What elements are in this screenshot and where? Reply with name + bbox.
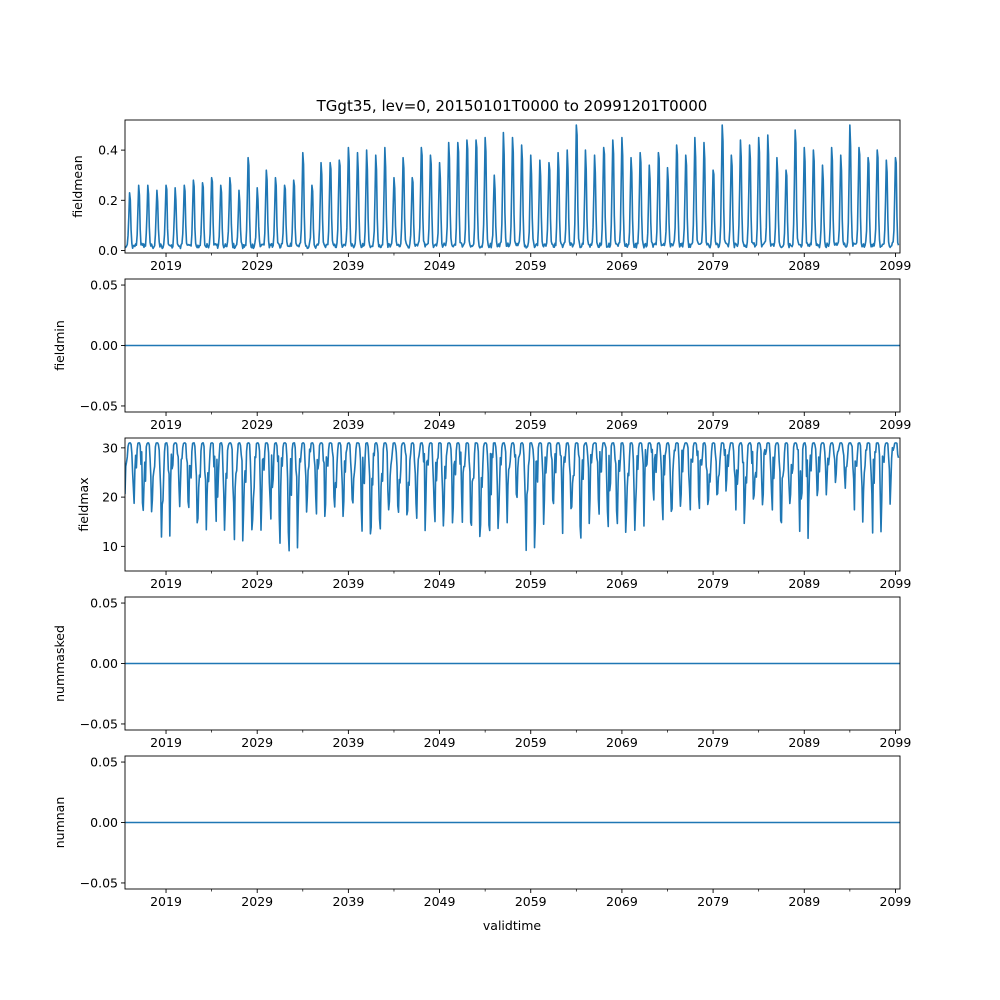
x-tick-label: 2039 <box>332 735 364 750</box>
y-tick-label: 0.05 <box>90 278 118 293</box>
x-tick-label: 2019 <box>150 258 182 273</box>
x-tick-label: 2099 <box>880 576 912 591</box>
x-tick-label: 2049 <box>424 576 456 591</box>
x-tick-label: 2059 <box>515 417 547 432</box>
y-axis-label: nummasked <box>52 625 67 702</box>
y-tick-label: 30 <box>102 440 118 455</box>
x-axis-label: validtime <box>483 918 541 933</box>
x-tick-label: 2059 <box>515 894 547 909</box>
y-axis-label: fieldmax <box>76 477 91 531</box>
panel-fieldmean: 2019 2029 2039 2049 2059 2069 2079 2089 2099 0.0 0… <box>70 119 912 273</box>
y-tick-label: 0.00 <box>90 815 118 830</box>
y-tick-label: 0.0 <box>98 243 118 258</box>
x-tick-label: 2059 <box>515 735 547 750</box>
panels: 2019 2029 2039 2049 2059 2069 2079 2089 20990.00… <box>52 119 912 909</box>
y-tick-label: 0.00 <box>90 656 118 671</box>
axes-frame <box>124 119 901 254</box>
x-tick-label: 2069 <box>606 417 638 432</box>
x-tick-label: 2059 <box>515 576 547 591</box>
y-axis-label: fieldmin <box>52 320 67 371</box>
y-tick-label: 0.05 <box>90 596 118 611</box>
x-tick-label: 2039 <box>332 576 364 591</box>
y-tick-label: −0.05 <box>80 398 118 413</box>
y-axis-label: fieldmean <box>70 155 85 217</box>
x-tick-label: 2089 <box>788 417 820 432</box>
x-tick-label: 2079 <box>697 258 729 273</box>
x-tick-label: 2099 <box>880 417 912 432</box>
y-tick-label: 10 <box>102 539 118 554</box>
y-tick-label: 20 <box>102 490 118 505</box>
x-tick-label: 2029 <box>241 417 273 432</box>
x-tick-label: 2059 <box>515 258 547 273</box>
y-axis-label: numnan <box>52 797 67 849</box>
x-tick-label: 2029 <box>241 735 273 750</box>
x-tick-label: 2049 <box>424 417 456 432</box>
series-line-fieldmax <box>125 442 900 552</box>
y-tick-label: 0.4 <box>98 143 118 158</box>
x-tick-label: 2099 <box>880 894 912 909</box>
axes-frame <box>124 437 901 572</box>
x-tick-label: 2039 <box>332 258 364 273</box>
series-line-fieldmean <box>125 124 900 250</box>
x-tick-label: 2019 <box>150 417 182 432</box>
panel-numnan: 2019 2029 2039 2049 2059 2069 2079 2089 2099 −0.0… <box>52 755 911 909</box>
x-tick-label: 2069 <box>606 576 638 591</box>
x-tick-label: 2079 <box>697 417 729 432</box>
figure-title: TGgt35, lev=0, 20150101T0000 to 20991201… <box>316 97 708 115</box>
x-tick-label: 2049 <box>424 735 456 750</box>
x-tick-label: 2099 <box>880 258 912 273</box>
x-tick-label: 2079 <box>697 576 729 591</box>
x-tick-label: 2049 <box>424 258 456 273</box>
y-tick-label: −0.05 <box>80 716 118 731</box>
x-tick-label: 2089 <box>788 258 820 273</box>
x-tick-label: 2089 <box>788 735 820 750</box>
y-tick-label: 0.00 <box>90 338 118 353</box>
y-tick-label: −0.05 <box>80 875 118 890</box>
x-tick-label: 2029 <box>241 258 273 273</box>
panel-fieldmin: 2019 2029 2039 2049 2059 2069 2079 2089 2099 −0.0… <box>52 278 911 432</box>
x-tick-label: 2039 <box>332 417 364 432</box>
x-tick-label: 2069 <box>606 894 638 909</box>
x-tick-label: 2069 <box>606 258 638 273</box>
x-tick-label: 2089 <box>788 894 820 909</box>
x-tick-label: 2049 <box>424 894 456 909</box>
y-tick-label: 0.05 <box>90 755 118 770</box>
x-tick-label: 2019 <box>150 735 182 750</box>
x-tick-label: 2029 <box>241 894 273 909</box>
x-tick-label: 2079 <box>697 735 729 750</box>
x-tick-label: 2029 <box>241 576 273 591</box>
x-tick-label: 2019 <box>150 894 182 909</box>
y-tick-label: 0.2 <box>98 193 118 208</box>
x-tick-label: 2019 <box>150 576 182 591</box>
panel-fieldmax: 2019 2029 2039 2049 2059 2069 2079 2089 2099 10 20… <box>76 437 912 591</box>
x-tick-label: 2099 <box>880 735 912 750</box>
panel-nummasked: 2019 2029 2039 2049 2059 2069 2079 2089 2099 −0.0… <box>52 596 911 750</box>
x-tick-label: 2089 <box>788 576 820 591</box>
x-tick-label: 2069 <box>606 735 638 750</box>
x-tick-label: 2079 <box>697 894 729 909</box>
x-tick-label: 2039 <box>332 894 364 909</box>
